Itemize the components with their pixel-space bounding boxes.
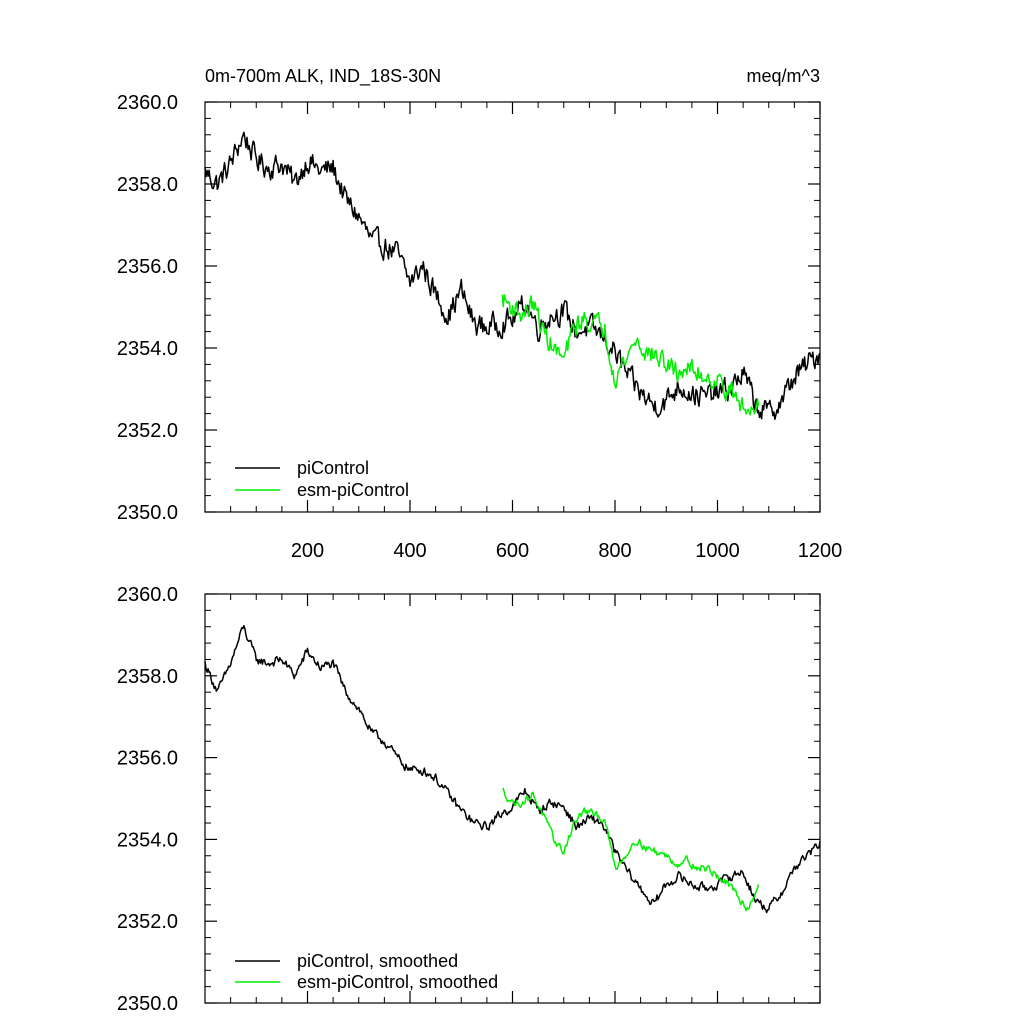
x-tick-label: 800 [598, 540, 631, 562]
y-tick-label: 2356.0 [117, 748, 178, 770]
units-label: meq/m^3 [747, 66, 820, 86]
plot-frame [204, 593, 821, 1004]
x-tick-label: 600 [496, 540, 529, 562]
top-panel: 0m-700m ALK, IND_18S-30N meq/m^3 200 400 6… [117, 66, 842, 562]
chart-title: 0m-700m ALK, IND_18S-30N [205, 66, 441, 87]
x-tick-label: 1200 [798, 540, 843, 562]
series-line-esm-picontrol-smoothed [502, 787, 760, 912]
legend-label: esm-piControl, smoothed [297, 972, 498, 992]
y-tick-label: 2350.0 [117, 993, 178, 1015]
y-tick-label: 2358.0 [117, 174, 178, 196]
series-line-esm-picontrol [501, 294, 760, 416]
y-tick-label: 2358.0 [117, 666, 178, 688]
y-tick-label: 2354.0 [117, 338, 178, 360]
y-tick-label: 2360.0 [117, 584, 178, 606]
x-tick-label: 200 [291, 540, 324, 562]
legend-label: piControl, smoothed [297, 951, 458, 971]
x-tick-label: 1000 [695, 540, 740, 562]
series-line-picontrol-smoothed [204, 624, 821, 914]
y-tick-label: 2350.0 [117, 502, 178, 524]
legend-label: piControl [297, 458, 369, 478]
y-tick-label: 2352.0 [117, 420, 178, 442]
series-line-picontrol [204, 131, 821, 421]
legend-label: esm-piControl [297, 480, 409, 500]
bottom-panel: 2350.0 2352.0 2354.0 2356.0 2358.0 2360.0 piCo… [117, 584, 821, 1015]
y-tick-label: 2352.0 [117, 911, 178, 933]
x-tick-label: 400 [393, 540, 426, 562]
y-tick-label: 2360.0 [117, 92, 178, 114]
y-tick-label: 2354.0 [117, 829, 178, 851]
y-tick-label: 2356.0 [117, 256, 178, 278]
